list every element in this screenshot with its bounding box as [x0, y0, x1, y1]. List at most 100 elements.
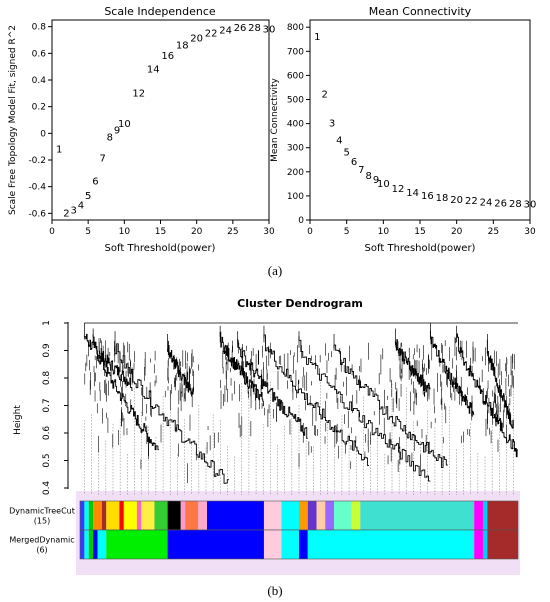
y-tick-label: 0.2	[32, 103, 46, 113]
data-point-label: 1	[314, 32, 320, 43]
module-color-segment	[325, 501, 335, 530]
x-tick-label: 20	[191, 227, 203, 237]
module-color-segment	[307, 530, 475, 559]
module-color-segment	[88, 530, 94, 559]
data-point-label: 9	[114, 126, 120, 137]
data-point-label: 28	[248, 23, 261, 34]
data-point-label: 24	[219, 26, 232, 37]
data-point-label: 10	[118, 119, 131, 130]
y-tick-label: 100	[287, 192, 304, 202]
data-point-label: 28	[509, 199, 522, 210]
y-tick-label: 400	[287, 120, 304, 130]
module-color-row-label: MergedDynamic (6)	[9, 536, 74, 555]
scale-independence-frame	[51, 19, 270, 221]
data-point-label: 6	[351, 157, 357, 168]
data-point-label: 18	[176, 40, 189, 51]
x-tick-label: 5	[85, 227, 91, 237]
y-tick-label: 0.8	[32, 23, 47, 33]
dendrogram-branch	[298, 336, 431, 482]
y-tick-label: 300	[287, 144, 304, 154]
module-color-segment	[106, 501, 120, 530]
module-color-segment	[487, 530, 518, 559]
module-color-segment	[123, 501, 137, 530]
data-point-label: 20	[190, 34, 203, 45]
data-point-label: 14	[406, 188, 419, 199]
data-point-label: 22	[205, 28, 218, 39]
data-point-label: 12	[132, 88, 145, 99]
scale-independence-xlabel: Soft Threshold(power)	[105, 243, 216, 254]
data-point-label: 5	[85, 191, 91, 202]
module-color-segment	[141, 501, 155, 530]
dendrogram-branch	[263, 334, 370, 467]
x-tick-label: 25	[227, 227, 238, 237]
dendrogram-title: Cluster Dendrogram	[237, 297, 363, 310]
dendrogram-branch	[114, 343, 229, 484]
data-point-label: 30	[263, 24, 276, 35]
mean-connectivity-ylabel: Mean Connectivity	[270, 77, 280, 161]
module-color-row-label: DynamicTreeCut (15)	[9, 507, 75, 526]
dendrogram-ylabel: Height	[13, 405, 23, 435]
module-color-segment	[119, 501, 124, 530]
dendrogram-branch	[167, 340, 194, 397]
cluster-dendrogram: Cluster Dendrogram 0.4 0.5 0.6 0.7 0.8 0.9 1 H…	[9, 297, 520, 575]
x-tick-label: 10	[378, 227, 390, 237]
dendrogram-branch	[219, 331, 264, 407]
data-point-label: 10	[377, 179, 390, 190]
y-tick-label: 0.4	[32, 76, 47, 86]
module-color-segment	[88, 501, 94, 530]
x-tick-label: 5	[344, 227, 350, 237]
y-tick-label: 200	[287, 168, 304, 178]
module-color-segment	[482, 530, 488, 559]
data-point-label: 26	[494, 199, 507, 210]
data-point-label: 5	[343, 148, 349, 159]
dendrogram-branch	[429, 330, 475, 417]
module-color-segment	[167, 501, 181, 530]
data-point-label: 7	[358, 165, 364, 176]
x-tick-label: 10	[119, 227, 131, 237]
module-color-segment	[281, 501, 299, 530]
module-color-segment	[307, 501, 317, 530]
y-tick-label: 0.8	[42, 371, 52, 386]
x-tick-label: 30	[524, 227, 536, 237]
data-point-label: 6	[92, 176, 98, 187]
data-point-label: 16	[161, 51, 174, 62]
module-color-segment	[263, 530, 282, 559]
y-tick-label: 0	[40, 129, 46, 139]
data-point-label: 3	[329, 119, 335, 130]
module-color-segment	[97, 530, 107, 559]
module-color-segment	[263, 501, 282, 530]
y-tick-label: 700	[287, 47, 304, 57]
data-point-label: 14	[147, 64, 160, 75]
data-point-label: 16	[421, 191, 434, 202]
x-tick-label: 20	[451, 227, 463, 237]
data-point-label: 2	[63, 208, 69, 219]
module-color-segment	[360, 501, 475, 530]
x-tick-label: 15	[414, 227, 425, 237]
module-color-segment	[167, 530, 264, 559]
data-point-label: 8	[365, 171, 371, 182]
data-point-label: 8	[107, 132, 113, 143]
y-tick-label: 0.5	[42, 453, 52, 467]
data-point-label: 26	[234, 23, 247, 34]
scale-independence-plot: Scale Independence 0 5 10 15 20 25 30-0.6-0.4-…	[8, 5, 275, 254]
y-tick-label: 0.6	[42, 426, 52, 441]
x-tick-label: 30	[263, 227, 275, 237]
x-tick-label: 0	[49, 227, 55, 237]
mean-connectivity-xlabel: Soft Threshold(power)	[365, 243, 476, 254]
module-color-segment	[80, 530, 85, 559]
scale-independence-ylabel: Scale Free Topology Model Fit, signed R^…	[8, 25, 18, 215]
mean-connectivity-plot: Mean Connectivity 0 5 10 15 20 25 300100200300…	[270, 5, 536, 254]
data-point-label: 4	[336, 135, 342, 146]
dendrogram-y-ticks: 0.4 0.5 0.6 0.7 0.8 0.9 1	[42, 320, 68, 495]
y-tick-label: -0.6	[28, 209, 46, 219]
module-color-segment	[154, 501, 168, 530]
caption-b: (b)	[267, 583, 283, 598]
data-point-label: 9	[373, 175, 379, 186]
y-tick-label: 0.7	[42, 398, 52, 412]
y-tick-label: 800	[287, 23, 304, 33]
module-color-segment	[84, 501, 89, 530]
module-color-segment	[93, 501, 102, 530]
